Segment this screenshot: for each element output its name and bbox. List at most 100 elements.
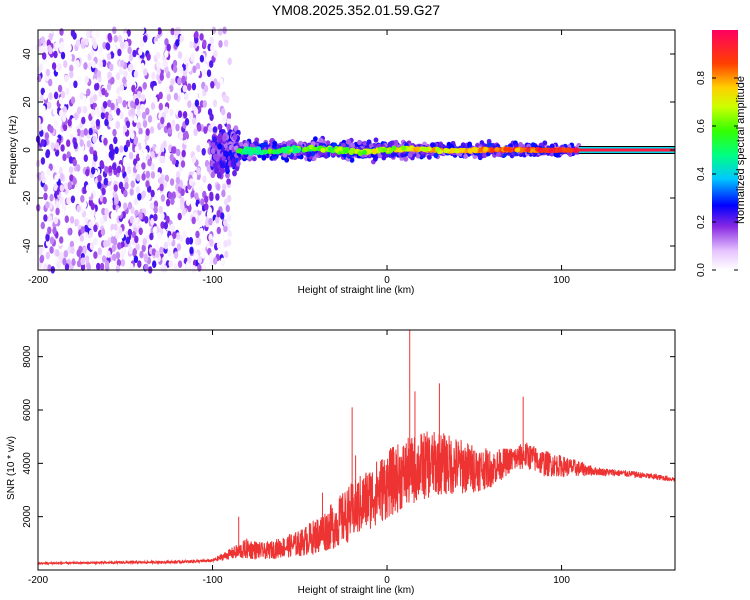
heat-cell xyxy=(129,263,134,271)
snr-y-ticks: 2000 4000 6000 8000 xyxy=(22,345,675,528)
heat-cell xyxy=(226,238,232,247)
heat-cell xyxy=(156,189,161,198)
heat-cell xyxy=(116,165,122,174)
heat-cell xyxy=(482,146,489,152)
heat-cell xyxy=(119,145,124,153)
heat-cell xyxy=(171,191,177,199)
heat-cell xyxy=(116,259,122,267)
snr-panel: -200 -100 0 100 2000 4000 6000 8000 Height of … xyxy=(6,329,676,596)
heat-cell xyxy=(172,59,178,68)
heat-cell xyxy=(170,197,175,205)
heat-cell xyxy=(106,82,112,91)
heat-cell xyxy=(64,263,70,271)
heat-cell xyxy=(76,259,82,268)
heat-cell xyxy=(122,124,128,133)
heat-cell xyxy=(77,75,82,84)
heat-cell xyxy=(177,260,183,269)
heat-cell xyxy=(149,126,155,134)
heat-cell xyxy=(159,183,164,192)
heat-cell xyxy=(102,101,108,109)
heat-cell xyxy=(175,176,181,185)
heat-cell xyxy=(195,113,201,121)
heat-cell xyxy=(197,124,202,132)
heat-cell xyxy=(215,81,221,90)
heat-cell xyxy=(218,40,223,48)
heat-cell xyxy=(175,232,181,240)
heat-cell xyxy=(82,246,88,254)
heat-cell xyxy=(111,244,117,252)
heat-cell xyxy=(96,262,101,271)
heat-cell xyxy=(177,56,183,65)
heat-cell xyxy=(168,260,173,268)
heat-cell xyxy=(431,147,437,153)
heat-cell xyxy=(114,197,119,205)
heat-cell xyxy=(48,46,53,55)
heat-cell xyxy=(194,30,199,39)
heat-cell xyxy=(63,60,68,68)
heat-cell xyxy=(415,153,421,159)
heat-cell xyxy=(233,125,239,132)
heat-cell xyxy=(572,147,578,153)
heat-cell xyxy=(446,141,452,147)
heat-cell xyxy=(565,147,571,153)
heat-cell xyxy=(37,123,43,132)
heat-cell xyxy=(76,249,81,257)
heat-cell xyxy=(134,145,140,154)
heat-cell xyxy=(45,201,50,209)
heat-cell xyxy=(196,237,202,245)
heat-cell xyxy=(169,153,174,162)
heat-cell xyxy=(36,117,41,125)
heat-cell xyxy=(122,100,127,108)
heat-cell xyxy=(91,160,97,168)
heat-cell xyxy=(147,158,152,167)
y-tick-label: 6000 xyxy=(22,398,33,421)
heat-cell xyxy=(284,157,290,163)
heat-cell xyxy=(159,73,164,81)
heat-cell xyxy=(47,101,52,110)
heat-cell xyxy=(204,219,210,228)
heat-cell xyxy=(141,111,147,120)
heat-cell xyxy=(90,166,96,175)
heat-cell xyxy=(94,83,99,91)
heat-cell xyxy=(185,214,191,222)
heat-cell xyxy=(141,244,146,252)
heat-cell xyxy=(74,218,79,227)
heat-cell xyxy=(212,153,218,160)
heat-cell xyxy=(142,238,147,246)
heat-cell xyxy=(164,65,169,74)
heat-cell xyxy=(438,142,444,148)
heat-cell xyxy=(180,197,185,205)
heat-cell xyxy=(54,142,60,150)
heat-cell xyxy=(105,42,110,50)
snr-x-label: Height of straight line (km) xyxy=(298,585,415,596)
heat-cell xyxy=(103,177,109,186)
heat-cell xyxy=(216,209,221,218)
heat-cell xyxy=(203,84,209,93)
heat-cell xyxy=(182,84,187,93)
heat-cell xyxy=(59,236,64,244)
heat-cell xyxy=(177,212,182,221)
heat-cell xyxy=(323,153,329,159)
heat-cell xyxy=(125,236,131,245)
heat-cell xyxy=(163,241,168,250)
heat-cell xyxy=(128,151,134,160)
heat-cell xyxy=(97,247,103,256)
heat-cell xyxy=(122,76,127,85)
heat-cell xyxy=(134,98,140,106)
heat-cell xyxy=(142,120,148,128)
y-tick-label: 40 xyxy=(22,48,33,60)
heat-cell xyxy=(86,263,92,271)
heat-cell xyxy=(435,147,441,152)
heat-cell xyxy=(212,136,218,143)
heat-cell xyxy=(59,44,64,53)
heat-cell xyxy=(48,92,53,100)
heat-cell xyxy=(55,165,60,174)
heat-cell xyxy=(127,228,133,237)
colorbar-tick-label: 0.8 xyxy=(696,71,707,85)
heat-cell xyxy=(104,111,110,120)
heat-cell xyxy=(226,123,232,131)
heat-cell xyxy=(86,30,91,39)
heat-cell xyxy=(43,192,48,201)
heat-cell xyxy=(126,79,131,88)
heat-cell xyxy=(200,198,205,206)
